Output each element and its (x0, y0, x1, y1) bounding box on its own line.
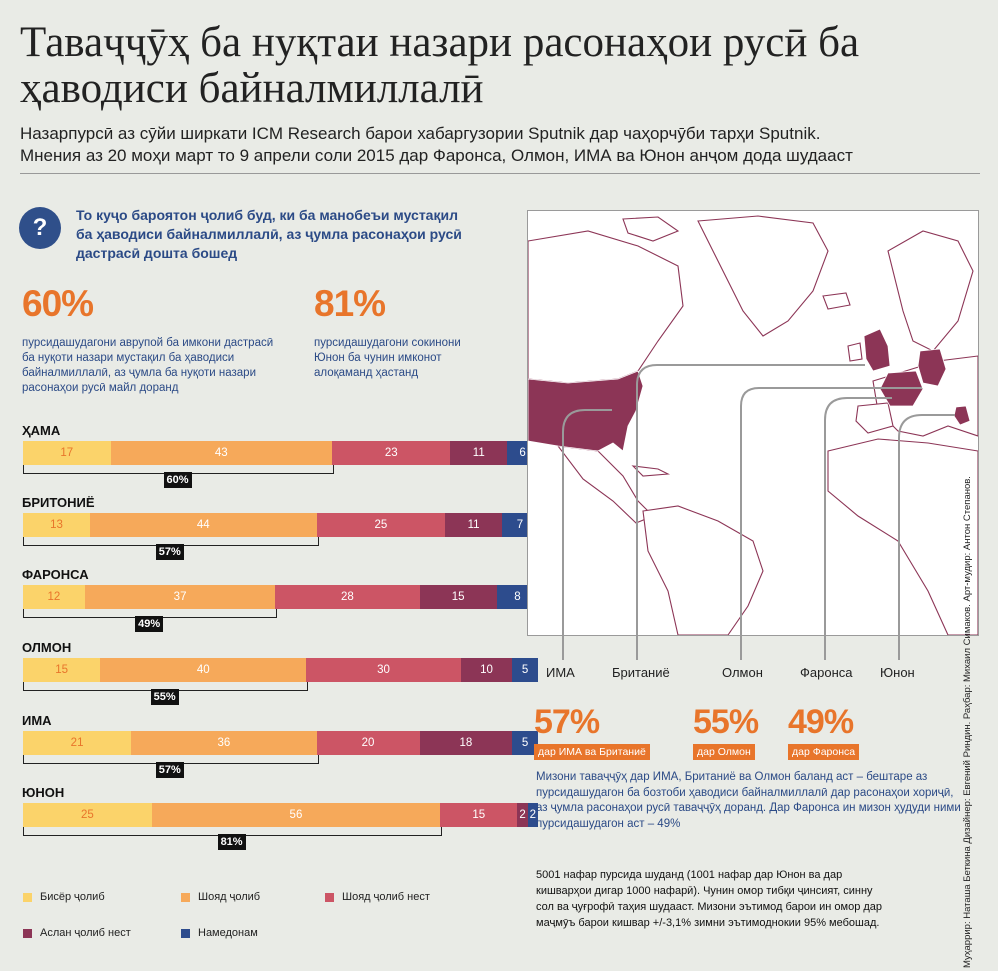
bar-segment-very: 21 (23, 731, 132, 755)
map-label-usa: ИМА (546, 665, 575, 680)
country-label: ИМА (22, 713, 52, 728)
bar-segment-not-at_all: 2 (517, 803, 528, 827)
bar-segment-dont-know: 5 (512, 658, 538, 682)
callout-line-germany (740, 387, 922, 660)
bar-segment-rather-not: 15 (440, 803, 518, 827)
iberia-shape (855, 402, 894, 434)
legend-swatch-not-at-all (23, 929, 32, 938)
bar-segment-not-at_all: 11 (445, 513, 502, 537)
bar-segment-not-at_all: 10 (460, 658, 513, 682)
subtitle-line-1: Назарпурсӣ аз сӯйи ширкати ICM Research … (20, 124, 821, 143)
bar-segment-rather-not: 28 (275, 585, 420, 609)
stat-germany-value: 55% (693, 703, 759, 741)
bar-segment-very: 15 (23, 658, 101, 682)
bar-segment-not-at_all: 18 (419, 731, 513, 755)
callout-line-france (824, 397, 892, 660)
iceland-shape (822, 292, 851, 310)
callout-line-uk (636, 364, 865, 660)
page-subtitle: Назарпурсӣ аз сӯйи ширкати ICM Research … (20, 123, 960, 167)
title-divider (20, 173, 980, 174)
world-map-drawing (528, 215, 978, 635)
interest-total-label: 57% (155, 544, 184, 560)
interest-total-label: 60% (163, 472, 192, 488)
country-label: ОЛМОН (22, 640, 72, 655)
stat-germany-caption: дар Олмон (693, 744, 755, 760)
bar-segment-rather-not: 30 (306, 658, 461, 682)
question-mark-icon: ? (19, 207, 61, 249)
highlight-europe-value: 60% (22, 283, 94, 324)
interest-total-label: 49% (135, 616, 164, 632)
credits: Муҳаррир: Наташа Беткина Дизайнер: Евген… (962, 476, 973, 968)
subtitle-line-2: Мнения аз 20 моҳи март то 9 апрели соли … (20, 146, 853, 165)
stat-usa-uk-value: 57% (534, 703, 600, 741)
bar-row: 21 36 20 18 5 (23, 731, 538, 755)
africa-shape (827, 438, 978, 635)
bar-row: 25 56 15 2 2 (23, 803, 538, 827)
map-label-france: Фаронса (800, 665, 853, 680)
legend-swatch-rather (181, 893, 190, 902)
country-label: БРИТОНИЁ (22, 495, 95, 510)
bar-segment-rather: 44 (89, 513, 317, 537)
stat-france-value: 49% (788, 703, 854, 741)
bar-segment-very: 25 (23, 803, 152, 827)
country-label: ЮНОН (22, 785, 65, 800)
bar-row: 15 40 30 10 5 (23, 658, 538, 682)
legend-label-very: Бисёр ҷолиб (40, 891, 105, 903)
bar-segment-not-at_all: 15 (419, 585, 497, 609)
bar-segment-dont-know: 5 (512, 731, 538, 755)
bar-segment-not-at_all: 11 (450, 441, 508, 465)
callout-line-greece (898, 414, 955, 660)
methodology-note: 5001 нафар пурсида шуданд (1001 нафар да… (536, 869, 883, 929)
bar-segment-rather: 40 (100, 658, 307, 682)
bar-segment-rather-not: 25 (316, 513, 446, 537)
map-label-germany: Олмон (722, 665, 763, 680)
bar-segment-rather: 36 (131, 731, 317, 755)
map-label-greece: Юнон (880, 665, 915, 680)
country-label: ФАРОНСА (22, 567, 89, 582)
survey-question: То куҷо бароятон ҷолиб буд, ки ба манобе… (76, 207, 462, 261)
bar-row: 13 44 25 11 7 (23, 513, 538, 537)
greenland-shape (697, 215, 829, 337)
legend-swatch-dont-know (181, 929, 190, 938)
interest-total-label: 81% (217, 834, 246, 850)
country-label: ҲАМА (22, 423, 61, 438)
bar-segment-rather: 56 (151, 803, 441, 827)
south-america-shape (642, 505, 764, 635)
interest-total-label: 57% (155, 762, 184, 778)
stat-france-caption: дар Фаронса (788, 744, 860, 760)
scandinavia-shape (887, 230, 974, 352)
bar-segment-very: 13 (23, 513, 90, 537)
legend-label-dont-know: Намедонам (198, 927, 258, 939)
map-note: Мизони таваҷҷӯҳ дар ИМА, Британиё ва Олм… (536, 771, 961, 830)
bar-segment-dont-know: 2 (527, 803, 538, 827)
bar-segment-rather: 37 (84, 585, 276, 609)
caribbean-shape (631, 465, 671, 477)
page-title: Таваҷҷӯҳ ба нуқтаи назари расонаҳои русӣ… (20, 19, 860, 112)
ireland-shape (847, 342, 863, 362)
legend-label-not-at-all: Аслан ҷолиб нест (40, 927, 131, 939)
map-callout-lines (562, 364, 955, 660)
bar-segment-rather-not: 20 (316, 731, 420, 755)
uk-shape (863, 328, 891, 372)
highlight-greece-text: пурсидашудагони сокинони Юнон ба чунин и… (314, 337, 461, 379)
stat-usa-uk-caption: дар ИМА ва Британиё (534, 744, 650, 760)
highlight-europe-text: пурсидашудагони аврупой ба имкони дастра… (22, 337, 274, 394)
callout-line-usa (562, 409, 612, 660)
legend-swatch-rather-not (325, 893, 334, 902)
bar-row: 17 43 23 11 6 (23, 441, 538, 465)
germany-shape (917, 348, 947, 387)
bar-segment-very: 12 (23, 585, 85, 609)
bar-segment-very: 17 (23, 441, 111, 465)
bar-segment-rather: 43 (110, 441, 332, 465)
highlight-greece-value: 81% (314, 283, 386, 324)
arctic-islands-shape (622, 216, 680, 242)
legend-label-rather-not: Шояд ҷолиб нест (342, 891, 430, 903)
world-map (527, 210, 979, 636)
map-label-uk: Британиё (612, 665, 670, 680)
bar-segment-rather-not: 23 (332, 441, 451, 465)
legend-label-rather: Шояд ҷолиб (198, 891, 261, 903)
bar-row: 12 37 28 15 8 (23, 585, 538, 609)
legend-swatch-very (23, 893, 32, 902)
interest-total-label: 55% (150, 689, 179, 705)
